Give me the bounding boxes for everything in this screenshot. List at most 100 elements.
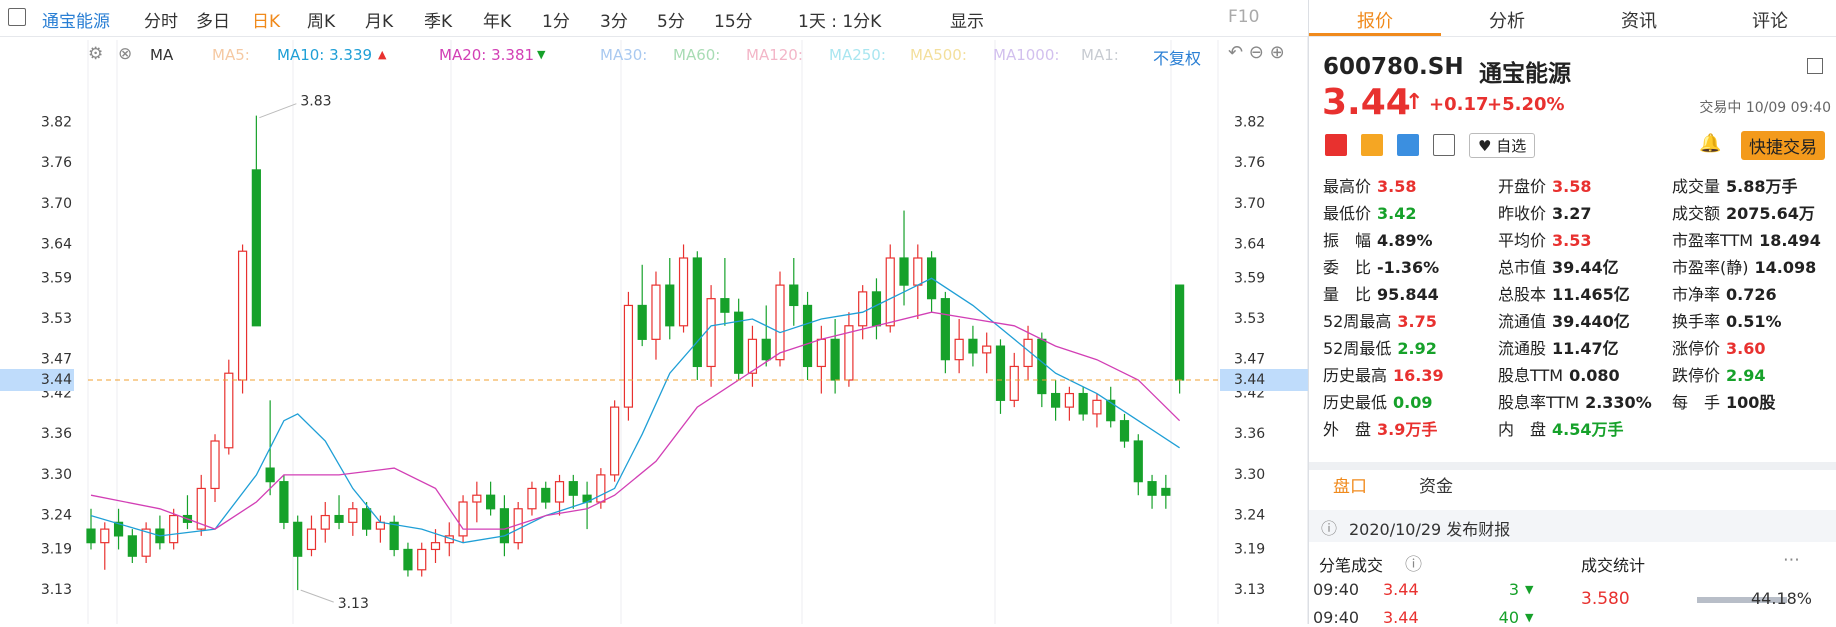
ma-legend-item[interactable]: MA60: (673, 46, 721, 64)
candle-body (968, 338, 978, 354)
ma-legend-item[interactable]: MA1000: (993, 46, 1060, 64)
ma-legend-item[interactable]: MA1: (1081, 46, 1119, 64)
ma-selector[interactable]: MA (150, 46, 174, 64)
ma-legend-item[interactable]: MA5: (212, 46, 250, 64)
ma-legend-item[interactable]: MA20: 3.381 (439, 46, 535, 64)
candle-body (623, 304, 634, 408)
stat-value: 39.44亿 (1552, 258, 1619, 277)
note-icon[interactable] (1433, 134, 1455, 156)
tag-icon[interactable] (1397, 134, 1419, 156)
stat-row: 开盘价 3.58 (1498, 173, 1592, 200)
bell-icon[interactable]: 🔔 (1699, 133, 1722, 154)
subtab[interactable]: 盘口 (1333, 477, 1367, 497)
stat-label: 总市值 (1498, 258, 1547, 277)
alert-icon[interactable] (1361, 134, 1383, 156)
candle-body (610, 406, 620, 476)
tab[interactable]: 资讯 (1621, 11, 1657, 32)
candle-body (858, 291, 868, 327)
stat-value: 3.27 (1552, 204, 1592, 223)
flag-icon (1325, 134, 1347, 156)
price-tag-bg (1220, 369, 1308, 391)
toolbar-item[interactable]: 3分 (600, 12, 628, 32)
tab[interactable]: 评论 (1752, 11, 1788, 32)
candle-body (651, 284, 661, 340)
candle-body (169, 514, 179, 544)
candle-body (1133, 440, 1143, 483)
stat-label: 跌停价 (1672, 366, 1721, 385)
tab[interactable]: 分析 (1489, 11, 1525, 32)
stat-value: -1.36% (1377, 258, 1440, 277)
tick-direction: ▼ (1525, 583, 1534, 596)
stat-row: 总市值 39.44亿 (1498, 254, 1619, 281)
candle-body (734, 311, 744, 374)
candle-body (554, 481, 565, 503)
quote-panel: 报价 分析 资讯 评论 600780.SH 通宝能源 3.44 ↑ +0.17 … (1308, 0, 1836, 627)
toolbar-item[interactable]: 月K (365, 12, 394, 32)
ma-legend-item[interactable]: MA120: (746, 46, 803, 64)
settings-icon[interactable]: ⚙ (88, 44, 104, 64)
toolbar-item[interactable]: 显示 (950, 12, 984, 32)
toolbar-item[interactable]: 通宝能源 (42, 12, 110, 32)
toolbar-item[interactable]: 1分 (542, 12, 570, 32)
subtab[interactable]: 资金 (1419, 477, 1453, 497)
chart-tools[interactable]: ↶ ⊖ ⊕ (1228, 42, 1285, 63)
y-tick-label: 3.30 (41, 467, 72, 483)
stat-label: 量 比 (1323, 285, 1372, 304)
toolbar-item[interactable]: 分时 (144, 12, 178, 32)
toolbar-item[interactable]: F10 (1228, 7, 1260, 27)
toolbar-item[interactable]: 年K (483, 12, 512, 32)
tick-price: 3.44 (1383, 608, 1419, 627)
toolbar-item[interactable]: 1天 : 1分K (798, 12, 882, 32)
price-tag: 3.44 (41, 372, 72, 388)
y-tick-label: 3.82 (41, 114, 72, 130)
toolbar-item[interactable]: 周K (307, 12, 336, 32)
stat-label: 市净率 (1672, 285, 1721, 304)
candle-body (747, 338, 758, 374)
candle-body (720, 298, 730, 313)
toolbar-item[interactable]: 日K (252, 12, 281, 32)
trade-status: 交易中 10/09 09:40 (1699, 100, 1831, 116)
stat-value: 2075.64万 (1726, 204, 1815, 223)
ma-legend: ⚙ ⊗ MA 不复权 ↶ ⊖ ⊕ MA5: MA10: 3.339 MA20: 3.… (0, 40, 1308, 68)
ma-legend-item[interactable]: MA250: (829, 46, 886, 64)
stat-value: 3.53 (1552, 231, 1592, 250)
candle-body (1119, 420, 1130, 442)
help-icon[interactable]: ⓘ (1405, 555, 1422, 575)
panel-icon[interactable] (1807, 58, 1823, 74)
ma-line (90, 311, 1181, 530)
ma-legend-item[interactable]: MA500: (910, 46, 967, 64)
stock-code: 600780.SH (1323, 54, 1464, 80)
toolbar-item[interactable]: 15分 (714, 12, 753, 32)
candle-body (210, 440, 220, 490)
close-icon[interactable]: ⊗ (118, 44, 133, 64)
stat-row: 流通股 11.47亿 (1498, 335, 1619, 362)
tab[interactable]: 报价 (1357, 11, 1393, 32)
stat-value: 0.726 (1726, 285, 1777, 304)
stat-label: 昨收价 (1498, 204, 1547, 223)
up-arrow: ↑ (1405, 90, 1424, 115)
candle-body (320, 514, 330, 530)
stat-label: 股息TTM (1498, 366, 1564, 385)
stat-row: 量 比 95.844 (1323, 281, 1439, 308)
candle-body (596, 474, 606, 503)
more-icon[interactable]: ⋯ (1783, 550, 1800, 570)
toolbar-item[interactable]: 季K (424, 12, 453, 32)
tick-time: 09:40 (1313, 580, 1360, 599)
stat-label: 历史最高 (1323, 366, 1388, 385)
quick-trade[interactable]: 快捷交易 (1741, 131, 1825, 160)
y-tick-label: 3.19 (41, 541, 72, 557)
watch-button[interactable]: ♥ 自选 (1469, 133, 1536, 158)
stat-label: 换手率 (1672, 312, 1721, 331)
sidebar-icon[interactable] (8, 8, 26, 26)
ma-legend-item[interactable]: MA10: 3.339 (277, 46, 373, 64)
ma-legend-item[interactable]: MA30: (600, 46, 648, 64)
toolbar-item[interactable]: 5分 (657, 12, 685, 32)
notice[interactable]: 2020/10/29 发布财报 (1349, 520, 1511, 539)
candle-body (802, 304, 813, 368)
toolbar-item[interactable]: 多日 (196, 12, 230, 32)
stat-label: 最高价 (1323, 177, 1372, 196)
candle-body (1092, 399, 1102, 415)
candle-body (527, 487, 537, 510)
candle-body (86, 528, 96, 544)
adjust-mode[interactable]: 不复权 (1153, 49, 1202, 68)
